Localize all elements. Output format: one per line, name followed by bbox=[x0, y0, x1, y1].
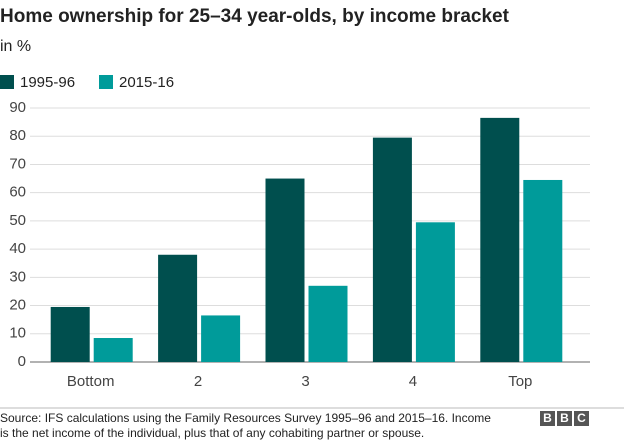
legend-label: 1995-96 bbox=[20, 74, 75, 91]
bar bbox=[372, 137, 412, 362]
bar bbox=[480, 117, 520, 362]
x-tick-label: Bottom bbox=[67, 373, 115, 390]
chart-title: Home ownership for 25–34 year-olds, by i… bbox=[0, 6, 510, 27]
bar bbox=[523, 179, 563, 362]
y-tick-label: 70 bbox=[9, 155, 26, 172]
y-tick-label: 0 bbox=[18, 353, 26, 370]
y-tick-label: 50 bbox=[9, 212, 26, 229]
legend-swatch bbox=[0, 75, 14, 89]
y-tick-label: 30 bbox=[9, 268, 26, 285]
bar bbox=[158, 254, 198, 362]
source-line: is the net income of the individual, plu… bbox=[0, 426, 424, 440]
y-tick-label: 10 bbox=[9, 325, 26, 342]
bar bbox=[201, 315, 241, 362]
logo-box bbox=[557, 411, 572, 426]
bar bbox=[50, 306, 90, 362]
y-tick-label: 60 bbox=[9, 184, 26, 201]
bar bbox=[265, 178, 305, 362]
legend-swatch bbox=[99, 75, 113, 89]
x-tick-label: Top bbox=[508, 373, 532, 390]
bar bbox=[415, 222, 455, 362]
x-tick-label: 4 bbox=[409, 373, 417, 390]
legend-label: 2015-16 bbox=[119, 74, 174, 91]
logo-letter: B bbox=[543, 411, 552, 425]
x-tick-label: 3 bbox=[301, 373, 309, 390]
y-tick-label: 20 bbox=[9, 297, 26, 314]
logo-box bbox=[540, 411, 555, 426]
bar bbox=[93, 338, 133, 362]
logo-letter: C bbox=[577, 411, 586, 425]
logo-box bbox=[574, 411, 589, 426]
y-tick-label: 80 bbox=[9, 127, 26, 144]
logo-letter: B bbox=[560, 411, 569, 425]
y-tick-label: 40 bbox=[9, 240, 26, 257]
y-tick-label: 90 bbox=[9, 99, 26, 116]
chart-subtitle: in % bbox=[0, 38, 31, 55]
source-line: Source: IFS calculations using the Famil… bbox=[0, 411, 491, 425]
x-tick-label: 2 bbox=[194, 373, 202, 390]
bar bbox=[308, 285, 348, 362]
